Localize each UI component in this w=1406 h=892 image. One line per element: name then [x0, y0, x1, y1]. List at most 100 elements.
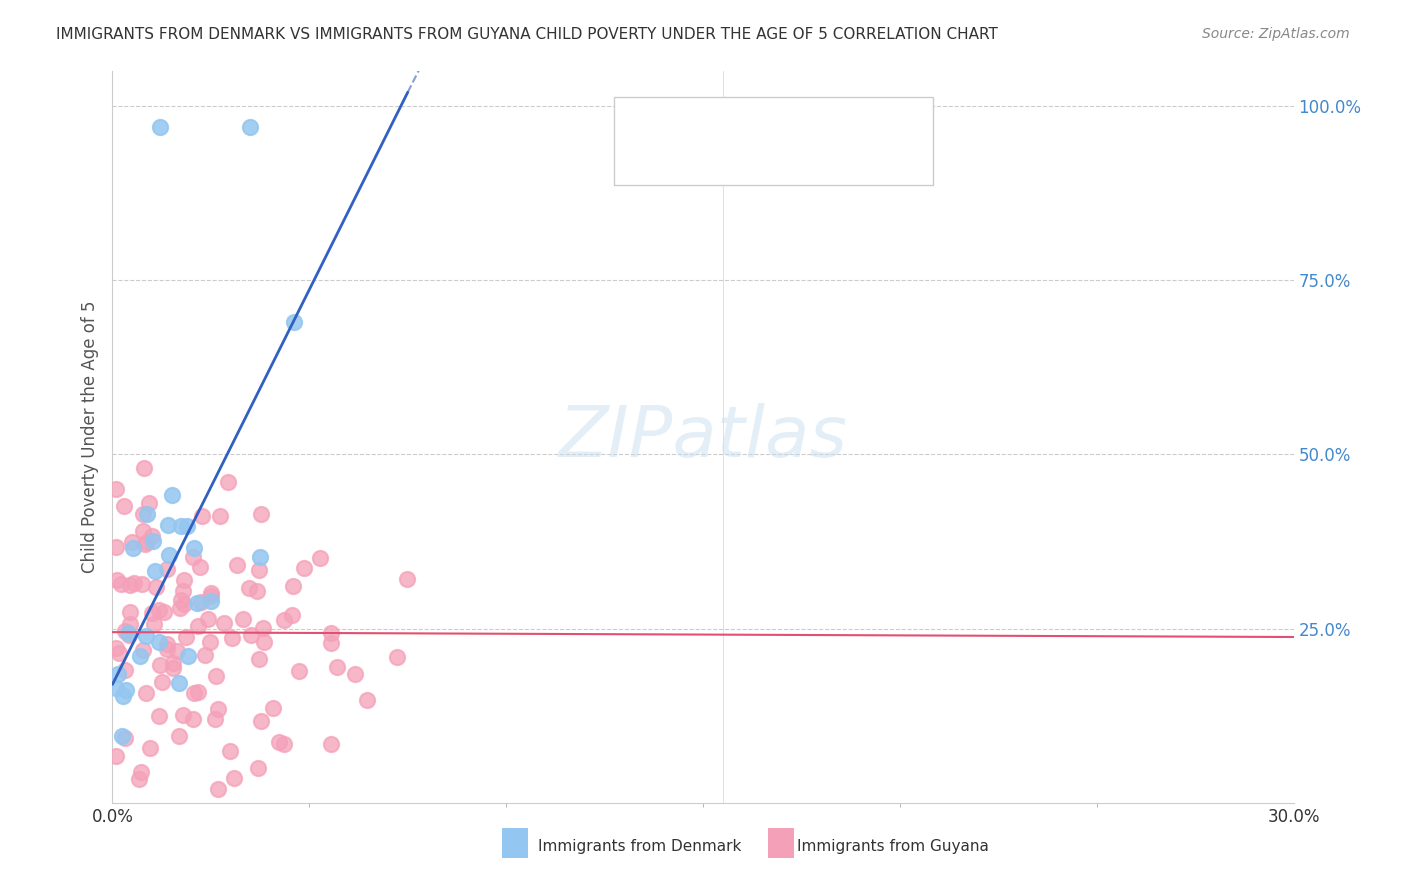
Text: Immigrants from Guyana: Immigrants from Guyana: [797, 839, 990, 855]
Point: [288, 664, 311, 678]
Point: [143, 616, 166, 631]
Point: [172, 707, 194, 722]
Point: [204, 712, 226, 726]
Point: [139, 741, 162, 756]
Point: [205, 669, 228, 683]
Point: [309, 551, 332, 566]
Point: [121, 535, 143, 549]
Point: [118, 628, 141, 642]
Point: [208, 508, 231, 523]
Point: [167, 729, 190, 743]
Point: [283, 315, 305, 329]
Point: [194, 648, 217, 663]
Point: [319, 626, 342, 640]
Point: [148, 635, 170, 649]
Point: [200, 594, 222, 608]
Point: [118, 578, 141, 592]
Point: [136, 535, 159, 549]
Point: [138, 496, 160, 510]
Point: [239, 120, 262, 134]
Point: [247, 563, 270, 577]
Point: [197, 612, 219, 626]
Point: [148, 709, 170, 723]
Point: [292, 560, 315, 574]
Point: [132, 461, 155, 475]
Point: [141, 606, 163, 620]
Point: [343, 667, 366, 681]
Point: [253, 635, 276, 649]
Point: [238, 582, 260, 596]
Point: [181, 712, 204, 726]
Text: IMMIGRANTS FROM DENMARK VS IMMIGRANTS FROM GUYANA CHILD POVERTY UNDER THE AGE OF: IMMIGRANTS FROM DENMARK VS IMMIGRANTS FR…: [56, 27, 998, 42]
Point: [169, 601, 191, 615]
Point: [172, 583, 194, 598]
Point: [105, 573, 128, 587]
Point: [207, 781, 229, 796]
Point: [173, 598, 195, 612]
Point: [181, 549, 204, 564]
Point: [252, 621, 274, 635]
FancyBboxPatch shape: [614, 97, 934, 185]
Point: [156, 637, 179, 651]
Point: [134, 537, 156, 551]
Point: [131, 643, 153, 657]
Point: [162, 661, 184, 675]
Point: [114, 731, 136, 745]
Point: [190, 594, 212, 608]
Point: [110, 577, 132, 591]
Point: [226, 558, 249, 572]
Point: [232, 612, 254, 626]
Point: [157, 518, 180, 533]
Point: [187, 618, 209, 632]
Point: [156, 562, 179, 576]
Point: [149, 120, 172, 134]
Point: [240, 628, 263, 642]
Point: [273, 613, 295, 627]
Point: [135, 507, 157, 521]
Point: [150, 674, 173, 689]
Point: [105, 681, 128, 695]
Point: [148, 602, 170, 616]
Point: [173, 573, 195, 587]
Text: Source: ZipAtlas.com: Source: ZipAtlas.com: [1202, 27, 1350, 41]
Point: [131, 764, 153, 779]
Point: [132, 524, 155, 538]
Point: [122, 576, 145, 591]
Point: [142, 534, 165, 549]
Point: [198, 635, 221, 649]
Y-axis label: Child Poverty Under the Age of 5: Child Poverty Under the Age of 5: [80, 301, 98, 574]
Point: [395, 572, 418, 586]
Point: [356, 693, 378, 707]
Point: [191, 509, 214, 524]
Point: [200, 585, 222, 599]
Point: [105, 640, 128, 655]
Point: [177, 648, 200, 663]
Point: [167, 676, 190, 690]
Point: [105, 483, 128, 497]
Bar: [502, 829, 529, 858]
Point: [319, 737, 342, 751]
Point: [246, 583, 269, 598]
Point: [221, 631, 243, 645]
Point: [262, 700, 284, 714]
Point: [217, 475, 239, 490]
Point: [188, 559, 211, 574]
Point: [155, 642, 177, 657]
Point: [281, 579, 304, 593]
Text: ZIPatlas: ZIPatlas: [558, 402, 848, 472]
Point: [183, 685, 205, 699]
Point: [250, 714, 273, 728]
Point: [135, 685, 157, 699]
Point: [108, 646, 131, 660]
Point: [132, 507, 155, 521]
Point: [129, 649, 152, 664]
Point: [105, 749, 128, 764]
Point: [170, 593, 193, 607]
Point: [183, 541, 205, 555]
Point: [114, 624, 136, 639]
Point: [246, 761, 269, 775]
Point: [112, 690, 135, 704]
Point: [107, 666, 129, 681]
Point: [249, 549, 271, 564]
Point: [222, 772, 245, 786]
